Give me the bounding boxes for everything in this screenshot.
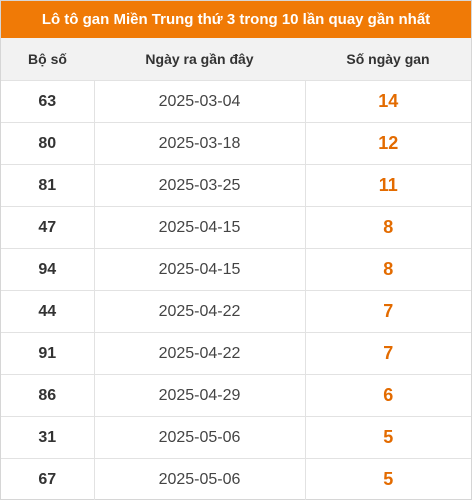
panel-title: Lô tô gan Miền Trung thứ 3 trong 10 lần … [1, 1, 471, 38]
cell-date: 2025-03-25 [94, 164, 306, 207]
table-row: 80 2025-03-18 12 [1, 122, 471, 165]
table-row: 67 2025-05-06 5 [1, 458, 471, 500]
table-row: 86 2025-04-29 6 [1, 374, 471, 417]
lo-gan-table: Bộ số Ngày ra gần đây Số ngày gan 63 202… [1, 38, 471, 500]
table-row: 81 2025-03-25 11 [1, 164, 471, 207]
column-header-number: Bộ số [1, 38, 94, 81]
cell-days: 6 [305, 374, 471, 417]
cell-days: 8 [305, 248, 471, 291]
cell-days: 8 [305, 206, 471, 249]
column-header-date: Ngày ra gần đây [94, 38, 305, 81]
cell-number: 44 [1, 290, 95, 333]
cell-date: 2025-05-06 [94, 458, 306, 500]
cell-number: 47 [1, 206, 95, 249]
table-row: 63 2025-03-04 14 [1, 80, 471, 123]
table-row: 91 2025-04-22 7 [1, 332, 471, 375]
column-header-days: Số ngày gan [305, 38, 471, 81]
cell-number: 94 [1, 248, 95, 291]
cell-number: 81 [1, 164, 95, 207]
table-row: 47 2025-04-15 8 [1, 206, 471, 249]
table-row: 94 2025-04-15 8 [1, 248, 471, 291]
cell-date: 2025-04-15 [94, 248, 306, 291]
cell-days: 5 [305, 416, 471, 459]
cell-date: 2025-04-15 [94, 206, 306, 249]
cell-number: 31 [1, 416, 95, 459]
cell-days: 7 [305, 332, 471, 375]
table-row: 44 2025-04-22 7 [1, 290, 471, 333]
cell-date: 2025-04-22 [94, 290, 306, 333]
cell-days: 5 [383, 469, 394, 489]
header-row: Bộ số Ngày ra gần đây Số ngày gan [1, 38, 471, 81]
cell-date: 2025-03-04 [94, 80, 306, 123]
cell-date: 2025-04-29 [94, 374, 306, 417]
cell-number: 67 [1, 458, 95, 500]
cell-days: 11 [305, 164, 471, 207]
cell-number: 91 [1, 332, 95, 375]
cell-days: 14 [305, 80, 471, 123]
table-header: Bộ số Ngày ra gần đây Số ngày gan [1, 38, 471, 81]
cell-date: 2025-05-06 [94, 416, 306, 459]
cell-days: 7 [305, 290, 471, 333]
cell-number: 63 [1, 80, 95, 123]
table-body: 63 2025-03-04 14 80 2025-03-18 12 81 202… [1, 80, 471, 500]
cell-date: 2025-04-22 [94, 332, 306, 375]
cell-days: 12 [305, 122, 471, 165]
table-row: 31 2025-05-06 5 [1, 416, 471, 459]
cell-date: 2025-03-18 [94, 122, 306, 165]
cell-number: 86 [1, 374, 95, 417]
cell-number: 80 [1, 122, 95, 165]
